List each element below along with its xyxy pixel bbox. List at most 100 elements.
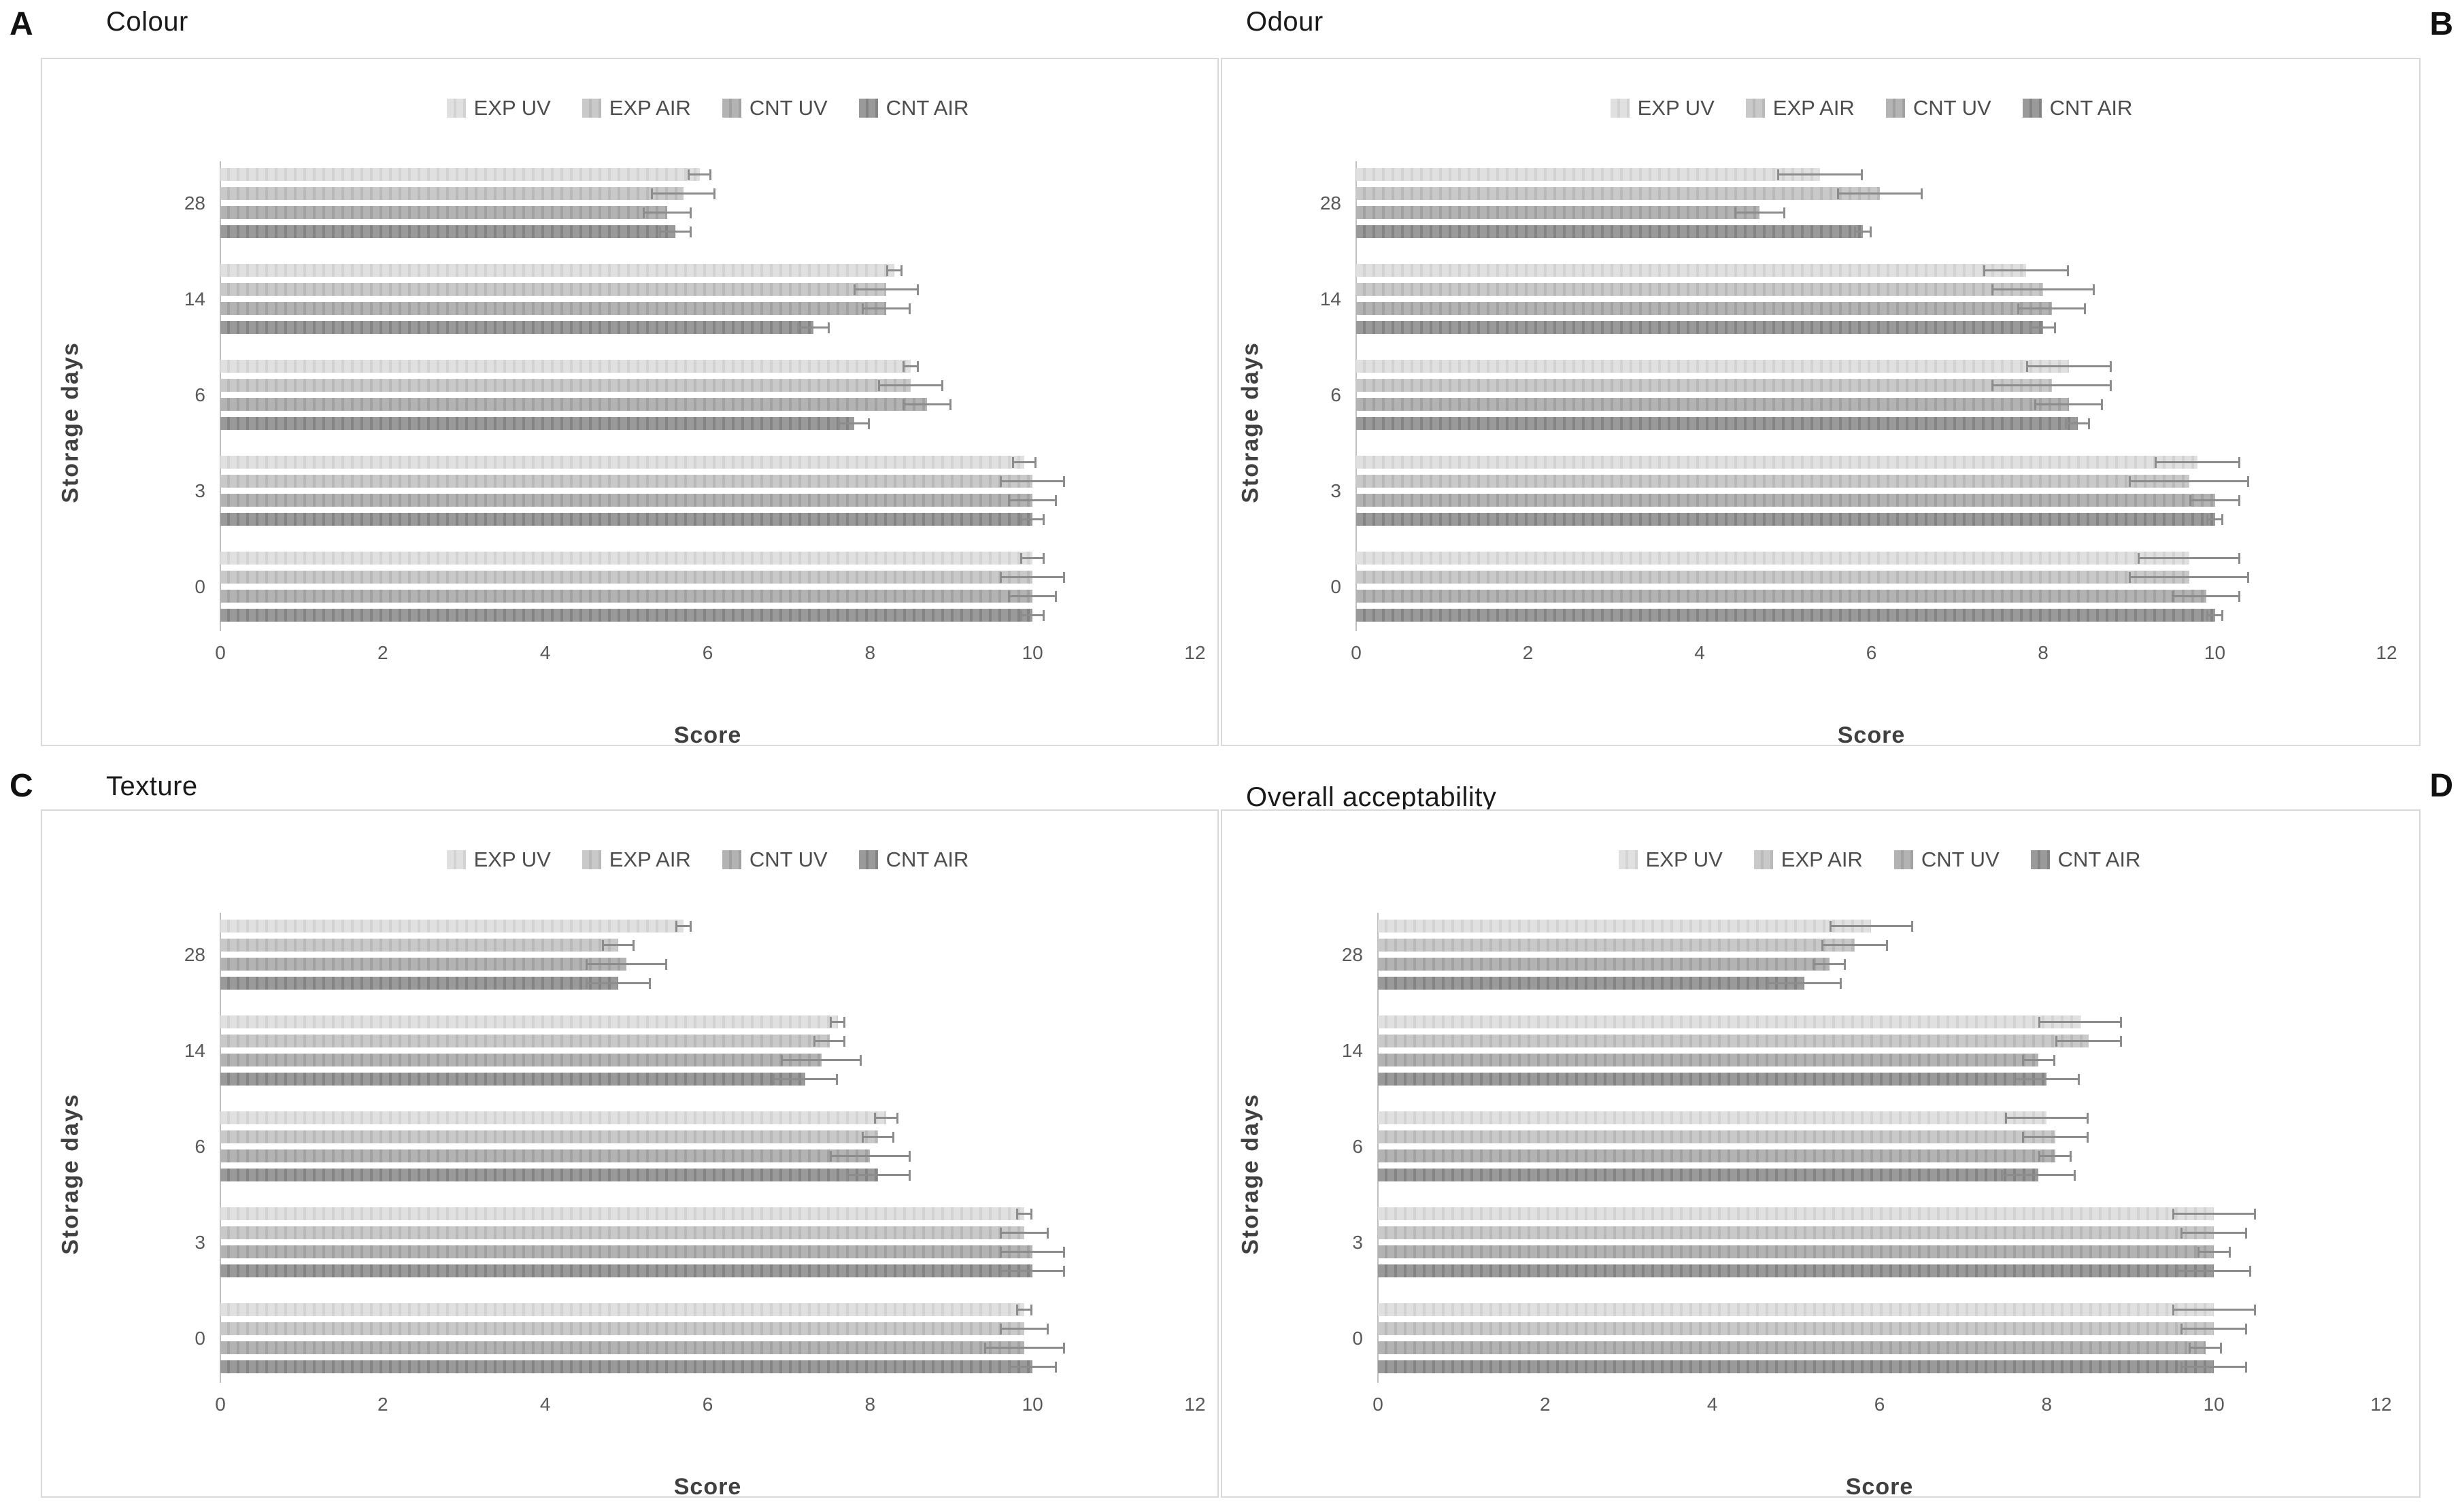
legend-label: EXP AIR	[1772, 96, 1855, 120]
error-bar-cap-right	[2238, 552, 2241, 564]
error-bar	[886, 265, 903, 276]
error-bar-line	[2172, 594, 2241, 597]
error-bar-cap-left	[1829, 920, 1832, 932]
error-bar	[1000, 571, 1065, 583]
category-label: 28	[1341, 943, 1363, 965]
bar-cnt-air	[1356, 225, 1863, 238]
bar-exp-uv	[220, 1111, 887, 1124]
error-bar-cap-right	[2074, 1169, 2076, 1181]
legend-item: CNT UV	[722, 96, 828, 120]
bar-cnt-air	[220, 1360, 1033, 1373]
error-bar-line	[1776, 173, 1863, 175]
legend-swatch-icon	[722, 99, 741, 118]
error-bar	[2129, 475, 2249, 487]
error-bar-cap-left	[602, 939, 605, 951]
y-axis-title-c: Storage days	[57, 1092, 84, 1255]
legend-label: CNT UV	[749, 96, 828, 120]
bar-cnt-air	[220, 225, 675, 238]
error-bar-cap-left	[837, 418, 840, 429]
panel-letter-b: B	[2429, 6, 2453, 42]
error-bar-cap-left	[2172, 1304, 2174, 1315]
error-bar-cap-left	[781, 1054, 783, 1066]
error-bar	[903, 399, 951, 410]
legend-item: CNT AIR	[2022, 96, 2132, 120]
error-bar-cap-left	[862, 1131, 864, 1143]
error-bar-line	[886, 269, 903, 271]
error-bar-cap-right	[2249, 1265, 2252, 1277]
legend-swatch-icon	[2030, 850, 2050, 869]
error-bar-cap-left	[1991, 380, 1994, 391]
error-bar	[2038, 1150, 2072, 1162]
x-tick-label: 4	[1706, 1394, 1718, 1415]
error-bar-cap-right	[2086, 1131, 2089, 1143]
error-bar-cap-right	[2238, 456, 2241, 468]
bar-exp-air	[1378, 1322, 2214, 1335]
error-bar-cap-left	[1766, 977, 1769, 989]
error-bar	[2025, 360, 2112, 372]
category-label: 3	[1330, 480, 1341, 501]
bar-cnt-air	[220, 321, 813, 334]
error-bar-line	[2206, 518, 2224, 520]
legend-d: EXP UV EXP AIR CNT UV CNT AIR	[1378, 846, 2381, 873]
bar-cnt-air	[220, 417, 854, 430]
x-tick-label: 2	[1540, 1394, 1551, 1415]
category-label: 0	[1330, 575, 1341, 597]
bar-cnt-uv	[1378, 1149, 2055, 1162]
error-bar-cap-left	[878, 380, 881, 391]
error-bar	[2021, 1054, 2055, 1066]
error-bar-cap-right	[916, 284, 919, 295]
error-bar-cap-left	[1008, 590, 1011, 602]
error-bar	[2064, 418, 2091, 429]
error-bar	[1829, 920, 1913, 932]
error-bar-line	[2038, 1154, 2072, 1157]
error-bar-line	[1000, 1231, 1049, 1234]
error-bar-cap-right	[1860, 169, 1863, 180]
error-bar-cap-left	[773, 1073, 775, 1085]
error-bar-cap-left	[2155, 456, 2157, 468]
error-bar-line	[837, 422, 871, 424]
error-bar-line	[643, 211, 692, 214]
legend-label: CNT UV	[1921, 847, 2000, 871]
error-bar-cap-right	[2245, 1227, 2248, 1239]
x-tick-label: 0	[1351, 642, 1362, 663]
error-bar-line	[2030, 326, 2056, 329]
legend-swatch-icon	[446, 850, 466, 869]
bar-cnt-uv	[1356, 398, 2069, 411]
error-bar-line	[1020, 614, 1045, 616]
bar-exp-uv	[220, 552, 1033, 565]
error-bar-cap-left	[2197, 1246, 2200, 1258]
error-bar-line	[854, 288, 919, 290]
error-bar-cap-left	[1000, 1246, 1002, 1258]
error-bar-cap-right	[1043, 514, 1045, 525]
error-bar	[2021, 1131, 2089, 1143]
category-label: 6	[1330, 384, 1341, 405]
error-bar	[2206, 514, 2224, 525]
error-bar-line	[1016, 1308, 1033, 1311]
error-bar-cap-left	[845, 1169, 848, 1181]
error-bar-line	[813, 1039, 846, 1042]
bar-cnt-air	[1378, 1169, 2038, 1181]
error-bar	[845, 1169, 911, 1181]
error-bar	[2017, 303, 2087, 314]
bar-exp-uv	[1378, 1015, 2080, 1028]
error-bar-cap-left	[2129, 475, 2132, 487]
error-bar-cap-left	[1020, 609, 1023, 621]
error-bar	[658, 226, 692, 237]
legend-b: EXP UV EXP AIR CNT UV CNT AIR	[1356, 95, 2387, 122]
error-bar-cap-left	[2025, 360, 2028, 372]
error-bar-cap-left	[2172, 590, 2174, 602]
error-bar-cap-right	[1840, 977, 1842, 989]
error-bar-cap-right	[860, 1054, 862, 1066]
bar-cnt-uv	[220, 398, 927, 411]
error-bar-cap-right	[633, 939, 635, 951]
error-bar	[773, 1073, 838, 1085]
error-bar-cap-left	[874, 1112, 877, 1124]
error-bar-cap-left	[983, 1342, 986, 1354]
error-bar	[1020, 609, 1045, 621]
error-bar-cap-right	[1869, 226, 1872, 237]
x-tick-label: 2	[377, 642, 388, 663]
bar-exp-air	[1356, 475, 2189, 488]
error-bar	[1016, 1304, 1033, 1315]
error-bar-cap-right	[2092, 284, 2095, 295]
bar-cnt-uv	[220, 494, 1033, 507]
